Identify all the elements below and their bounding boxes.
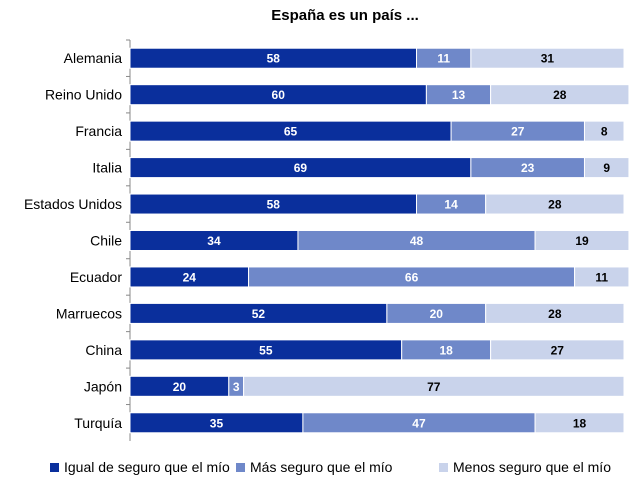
data-label: 14 xyxy=(444,198,458,212)
bar-segment xyxy=(490,339,625,361)
category-label: China xyxy=(85,342,122,358)
category-label: Marruecos xyxy=(56,305,122,321)
data-label: 34 xyxy=(207,234,221,248)
data-label: 35 xyxy=(210,416,224,430)
data-label: 9 xyxy=(603,161,610,175)
axis-layer: Alemania Reino Unido Francia Italia Estados … xyxy=(24,39,131,441)
data-label: 18 xyxy=(439,343,453,357)
bar-segment xyxy=(583,157,630,179)
legend-swatch xyxy=(50,463,59,472)
data-label: 13 xyxy=(452,88,466,102)
labels-layer: 58 11 31 60 13 28 65 27 8 69 23 9 58 14 28 34 48 19 24 66 11… xyxy=(173,52,611,431)
data-label: 47 xyxy=(412,416,426,430)
data-label: 3 xyxy=(233,380,240,394)
data-label: 55 xyxy=(259,343,273,357)
category-label: Italia xyxy=(92,160,122,176)
data-label: 20 xyxy=(173,380,187,394)
data-label: 20 xyxy=(430,307,444,321)
category-label: Alemania xyxy=(64,50,123,66)
legend-label: Más seguro que el mío xyxy=(250,459,393,475)
data-label: 11 xyxy=(595,270,608,284)
data-label: 69 xyxy=(294,161,308,175)
category-label: Japón xyxy=(84,378,122,394)
chart-title: España es un país ... xyxy=(271,7,419,24)
category-label: Ecuador xyxy=(70,269,122,285)
data-label: 31 xyxy=(541,52,555,66)
data-label: 19 xyxy=(575,234,589,248)
data-label: 52 xyxy=(252,307,266,321)
data-label: 27 xyxy=(551,343,565,357)
bar-segment xyxy=(574,266,630,288)
data-label: 18 xyxy=(573,416,587,430)
legend-swatch xyxy=(439,463,448,472)
category-label: Chile xyxy=(90,233,122,249)
legend: Igual de seguro que el mío Más seguro que… xyxy=(50,459,611,475)
bar-segment xyxy=(470,47,625,69)
category-label: Turquía xyxy=(74,415,122,431)
legend-label: Igual de seguro que el mío xyxy=(64,459,230,475)
data-label: 11 xyxy=(437,52,450,66)
data-label: 48 xyxy=(410,234,424,248)
data-label: 28 xyxy=(553,88,567,102)
data-label: 27 xyxy=(511,125,525,139)
bar-segment xyxy=(485,193,625,215)
data-label: 28 xyxy=(548,198,562,212)
data-label: 58 xyxy=(267,52,281,66)
data-label: 60 xyxy=(272,88,286,102)
category-label: Reino Unido xyxy=(45,87,122,103)
data-label: 24 xyxy=(183,270,197,284)
bar-segment xyxy=(243,375,625,397)
data-label: 8 xyxy=(601,125,608,139)
bar-segment xyxy=(485,302,625,324)
bar-segment xyxy=(534,230,630,251)
bar-segment xyxy=(490,84,630,106)
data-label: 28 xyxy=(548,307,562,321)
data-label: 65 xyxy=(284,125,298,139)
data-label: 58 xyxy=(267,198,281,212)
data-label: 66 xyxy=(405,270,419,284)
data-label: 23 xyxy=(521,161,535,175)
category-label: Estados Unidos xyxy=(24,196,122,212)
bars-layer xyxy=(129,47,630,434)
legend-swatch xyxy=(236,463,245,472)
category-label: Francia xyxy=(75,123,122,139)
data-label: 77 xyxy=(427,380,441,394)
legend-label: Menos seguro que el mío xyxy=(453,459,611,475)
bar-segment xyxy=(534,412,625,434)
bar-segment xyxy=(583,120,625,142)
